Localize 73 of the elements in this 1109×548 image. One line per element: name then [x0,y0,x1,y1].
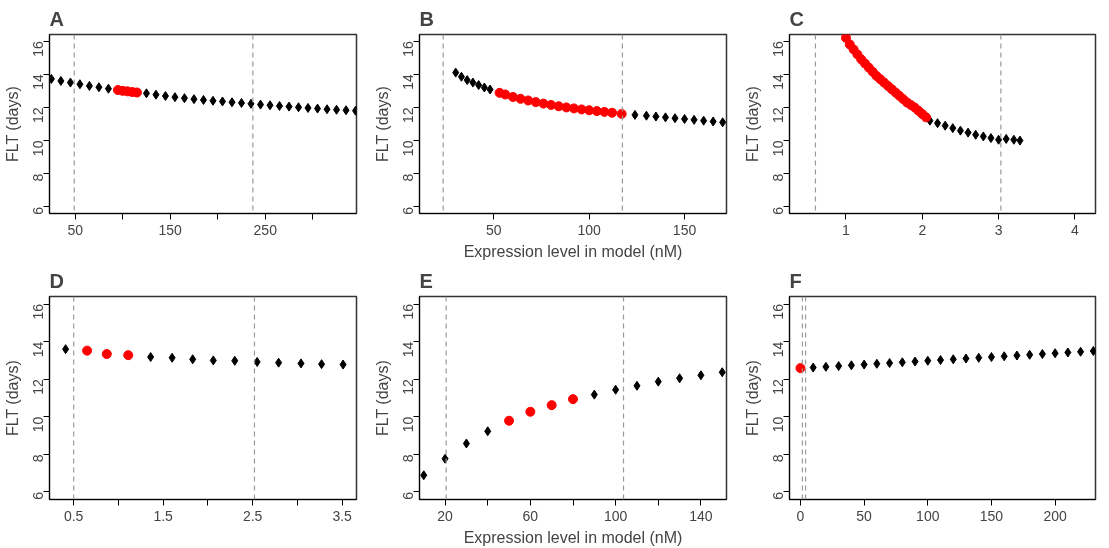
x-tick-label: 100 [603,507,628,524]
x-tick-label: 100 [916,507,940,524]
x-tick-label: 140 [689,507,713,524]
x-tick-label: 3 [994,221,1003,238]
y-tick-label: 10 [770,416,787,433]
x-tick-label: 60 [522,507,539,524]
x-tick-label: 20 [437,507,454,524]
x-tick-label: 50 [856,507,873,524]
y-tick-label: 12 [30,107,47,123]
y-tick-label: 8 [400,173,417,182]
y-tick-label: 10 [30,416,47,433]
chart-title: E [419,269,433,292]
y-tick-label: 12 [400,378,417,395]
y-tick-label: 16 [30,303,47,320]
y-axis-title: FLT (days) [3,360,21,437]
x-tick-label: 150 [672,221,697,238]
y-axis-title: FLT (days) [373,86,391,163]
y-tick-label: 6 [770,206,787,215]
x-tick-label: 0.5 [63,507,84,524]
y-tick-label: 12 [770,107,787,123]
x-tick-label: 4 [1071,221,1079,238]
y-tick-label: 16 [770,40,787,57]
x-axis-title: Expression level in model (nM) [463,528,683,546]
x-tick-label: 150 [979,507,1004,524]
y-tick-label: 14 [400,74,417,90]
y-axis-title: FLT (days) [743,86,761,163]
x-axis-title: Expression level in model (nM) [463,242,683,260]
y-axis-title: FLT (days) [3,86,21,163]
y-tick-label: 14 [400,341,417,358]
y-tick-label: 8 [770,454,787,463]
y-tick-label: 10 [30,140,47,157]
y-tick-label: 8 [400,454,417,463]
y-tick-label: 6 [400,206,417,215]
x-tick-label: 250 [253,221,278,238]
y-tick-label: 10 [770,140,787,157]
x-tick-label: 2.5 [242,507,263,524]
y-tick-label: 16 [400,40,417,57]
x-tick-label: 2 [918,221,927,238]
x-tick-label: 0 [796,507,805,524]
y-tick-label: 8 [30,173,47,182]
y-tick-label: 16 [770,303,787,320]
y-tick-label: 6 [30,491,47,500]
chart-title: C [789,7,804,30]
y-tick-label: 16 [30,40,47,57]
chart-title: D [49,269,64,292]
y-tick-label: 10 [400,416,417,433]
y-tick-label: 6 [30,206,47,215]
x-tick-label: 200 [1043,507,1068,524]
x-tick-label: 150 [158,221,183,238]
y-tick-label: 8 [770,173,787,182]
y-tick-label: 6 [770,491,787,500]
y-tick-label: 10 [400,140,417,157]
y-axis-title: FLT (days) [743,360,761,437]
x-tick-label: 3.5 [332,507,353,524]
y-tick-label: 12 [400,107,417,123]
chart-title: A [49,7,64,30]
y-tick-label: 14 [770,341,787,358]
y-tick-label: 6 [400,491,417,500]
x-tick-label: 1 [842,221,851,238]
y-tick-label: 14 [30,341,47,358]
y-tick-label: 8 [30,454,47,463]
chart-title: B [419,7,434,30]
y-axis-title: FLT (days) [373,360,391,437]
x-tick-label: 1.5 [153,507,174,524]
chart-title: F [789,269,802,292]
x-tick-label: 100 [577,221,602,238]
x-tick-label: 50 [486,221,502,238]
y-tick-label: 14 [770,74,787,90]
y-tick-label: 14 [30,74,47,90]
y-tick-label: 12 [770,378,787,395]
y-tick-label: 12 [30,378,47,395]
x-tick-label: 50 [67,221,84,238]
y-tick-label: 16 [400,303,417,320]
